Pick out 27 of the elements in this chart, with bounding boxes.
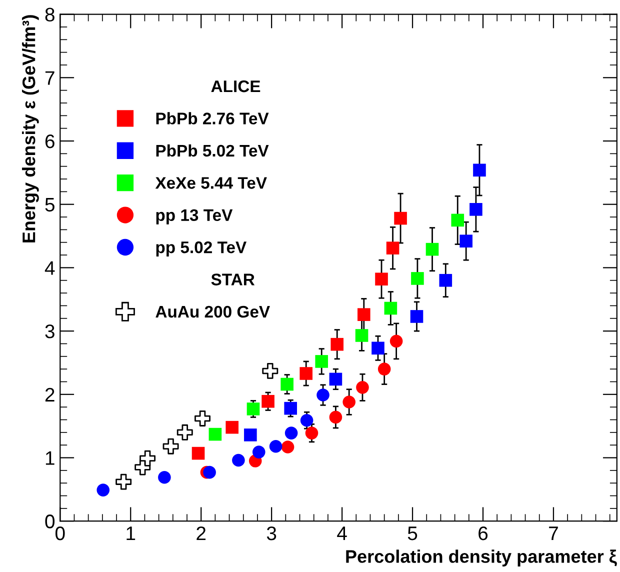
- legend-label: AuAu 200 GeV: [156, 306, 270, 318]
- x-tick-label: 0: [55, 526, 65, 540]
- y-tick-label: 3: [45, 324, 54, 338]
- legend-label: pp 5.02 TeV: [156, 241, 246, 257]
- x-tick-label: 5: [408, 526, 418, 540]
- y-tick-label: 4: [44, 261, 55, 275]
- legend-label: PbPb 2.76 TeV: [156, 112, 269, 124]
- y-axis-title: Energy density ε (GeV/fm³): [22, 15, 39, 242]
- x-tick-label: 4: [337, 526, 347, 540]
- y-tick-label: 1: [46, 451, 54, 465]
- legend-label: pp 13 TeV: [156, 209, 233, 224]
- y-tick-label: 8: [45, 8, 54, 22]
- y-tick-label: 2: [45, 388, 54, 402]
- annotation: STAR: [211, 274, 255, 286]
- legend-label: XeXe 5.44 TeV: [155, 177, 267, 189]
- y-tick-label: 0: [45, 514, 55, 528]
- legend-title: ALICE: [211, 80, 260, 92]
- y-tick-label: 6: [45, 134, 54, 148]
- x-tick-label: 7: [549, 526, 558, 540]
- x-axis-title: Percolation density parameter ξ: [346, 550, 617, 566]
- x-tick-label: 6: [478, 526, 488, 540]
- legend-label: PbPb 5.02 TeV: [156, 144, 269, 157]
- y-tick-label: 5: [45, 198, 54, 212]
- x-tick-label: 3: [266, 526, 276, 540]
- y-tick-label: 7: [45, 71, 54, 85]
- x-tick-label: 1: [126, 526, 136, 540]
- x-tick-label: 2: [196, 526, 206, 540]
